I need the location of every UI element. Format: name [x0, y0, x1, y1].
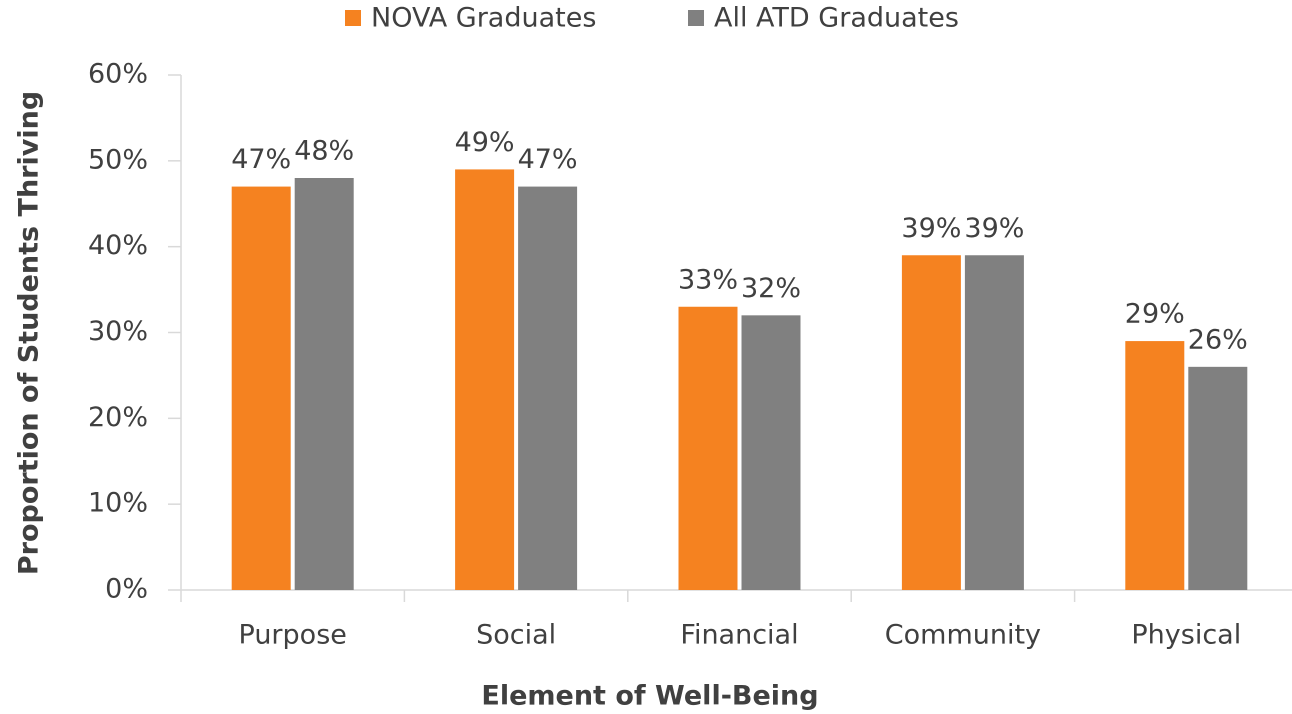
data-label: 47% [231, 144, 291, 175]
y-tick-label: 20% [88, 402, 148, 433]
x-tick-label: Financial [680, 620, 798, 651]
bar [741, 315, 801, 590]
data-label: 39% [901, 213, 961, 244]
data-label: 32% [741, 273, 801, 304]
bar [901, 255, 961, 590]
legend-label: All ATD Graduates [714, 3, 959, 34]
bar [455, 169, 515, 590]
y-tick-label: 50% [88, 144, 148, 175]
bar [294, 178, 354, 590]
data-label: 47% [518, 144, 578, 175]
legend-label: NOVA Graduates [371, 3, 596, 34]
y-axis-title: Proportion of Students Thriving [14, 91, 45, 575]
data-label: 26% [1188, 324, 1248, 355]
y-tick-label: 60% [88, 59, 148, 90]
x-tick-label: Purpose [239, 620, 347, 651]
bar [964, 255, 1024, 590]
data-label: 49% [455, 127, 515, 158]
data-label: 29% [1125, 299, 1185, 330]
legend-swatch [688, 10, 704, 26]
x-tick-label: Social [476, 620, 556, 651]
bar [678, 306, 738, 590]
x-tick-label: Physical [1131, 620, 1241, 651]
bar [1125, 341, 1185, 590]
y-tick-label: 0% [105, 574, 148, 605]
y-tick-label: 30% [88, 316, 148, 347]
data-label: 48% [294, 136, 354, 167]
data-label: 33% [678, 264, 738, 295]
legend-swatch [345, 10, 361, 26]
bar [1188, 366, 1248, 590]
bar [518, 186, 578, 591]
x-tick-label: Community [885, 620, 1041, 651]
y-tick-label: 10% [88, 488, 148, 519]
x-axis-title: Element of Well-Being [481, 681, 818, 712]
data-label: 39% [964, 213, 1024, 244]
y-tick-label: 40% [88, 230, 148, 261]
bar [231, 186, 291, 591]
